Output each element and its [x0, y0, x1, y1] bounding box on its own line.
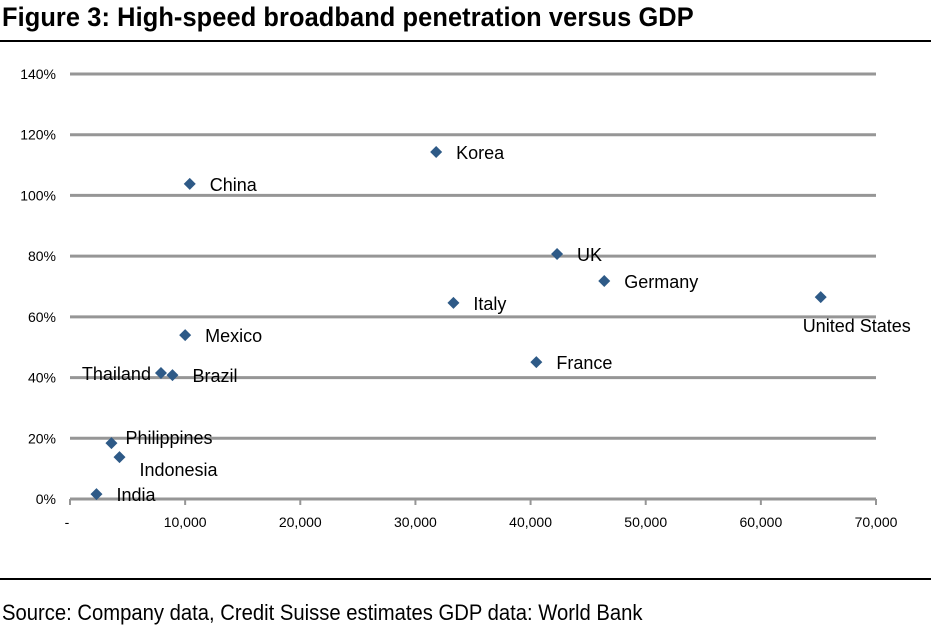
diamond-marker — [90, 488, 103, 501]
data-point-brazil: Brazil — [166, 366, 237, 386]
diamond-marker — [530, 356, 543, 369]
x-tick-label: 50,000 — [624, 514, 667, 530]
y-tick-label: 40% — [28, 370, 56, 386]
data-label: Philippines — [125, 428, 212, 448]
x-tick-label: 60,000 — [739, 514, 782, 530]
data-label: Mexico — [205, 326, 262, 346]
data-point-france: France — [530, 353, 612, 373]
data-point-korea: Korea — [430, 143, 505, 163]
data-points: India Philippines Indonesia Thailand Brazil M… — [82, 143, 911, 505]
x-tick-label: 30,000 — [394, 514, 437, 530]
source-rule — [0, 578, 931, 580]
data-point-mexico: Mexico — [179, 326, 262, 346]
data-label: Thailand — [82, 364, 151, 384]
data-label: Italy — [473, 294, 506, 314]
data-label: China — [210, 175, 258, 195]
y-tick-label: 120% — [20, 127, 56, 143]
data-point-uk: UK — [551, 245, 602, 265]
data-point-philippines: Philippines — [105, 428, 213, 450]
data-point-italy: Italy — [447, 294, 506, 314]
x-tick-label: 70,000 — [855, 514, 898, 530]
data-label: Germany — [624, 272, 698, 292]
title-rule — [0, 40, 931, 42]
diamond-marker — [166, 369, 179, 382]
data-point-united-states: United States — [803, 291, 911, 336]
diamond-marker — [179, 329, 192, 342]
data-label: France — [556, 353, 612, 373]
y-axis: 0% 20% 40% 60% 80% 100% 120% 140% — [20, 66, 56, 507]
y-tick-label: 60% — [28, 309, 56, 325]
data-label: Indonesia — [140, 460, 219, 480]
diamond-marker — [551, 248, 564, 261]
data-point-germany: Germany — [598, 272, 698, 292]
diamond-marker — [598, 275, 611, 288]
y-tick-label: 80% — [28, 248, 56, 264]
x-tick-label: 20,000 — [279, 514, 322, 530]
diamond-marker — [154, 367, 167, 380]
x-tick-label: - — [65, 514, 70, 530]
x-tick-label: 10,000 — [164, 514, 207, 530]
data-label: Brazil — [192, 366, 237, 386]
diamond-marker — [105, 437, 118, 450]
data-label: United States — [803, 316, 911, 336]
diamond-marker — [113, 451, 126, 464]
source-note: Source: Company data, Credit Suisse esti… — [2, 600, 643, 625]
x-tick-label: 40,000 — [509, 514, 552, 530]
data-point-thailand: Thailand — [82, 364, 167, 384]
y-tick-label: 140% — [20, 66, 56, 82]
y-tick-label: 100% — [20, 187, 56, 203]
data-label: Korea — [456, 143, 505, 163]
data-point-india: India — [90, 485, 157, 505]
y-tick-label: 0% — [36, 491, 56, 507]
gridlines — [70, 72, 876, 501]
figure-title: Figure 3: High-speed broadband penetrati… — [2, 2, 694, 32]
data-label: India — [116, 485, 156, 505]
data-point-china: China — [183, 175, 258, 195]
data-point-indonesia: Indonesia — [113, 451, 219, 480]
y-tick-label: 20% — [28, 430, 56, 446]
diamond-marker — [430, 146, 443, 159]
diamond-marker — [814, 291, 827, 304]
data-label: UK — [577, 245, 602, 265]
diamond-marker — [447, 296, 460, 309]
x-axis: - 10,000 20,000 30,000 40,000 50,000 60,000 70,… — [65, 499, 898, 530]
diamond-marker — [183, 177, 196, 190]
